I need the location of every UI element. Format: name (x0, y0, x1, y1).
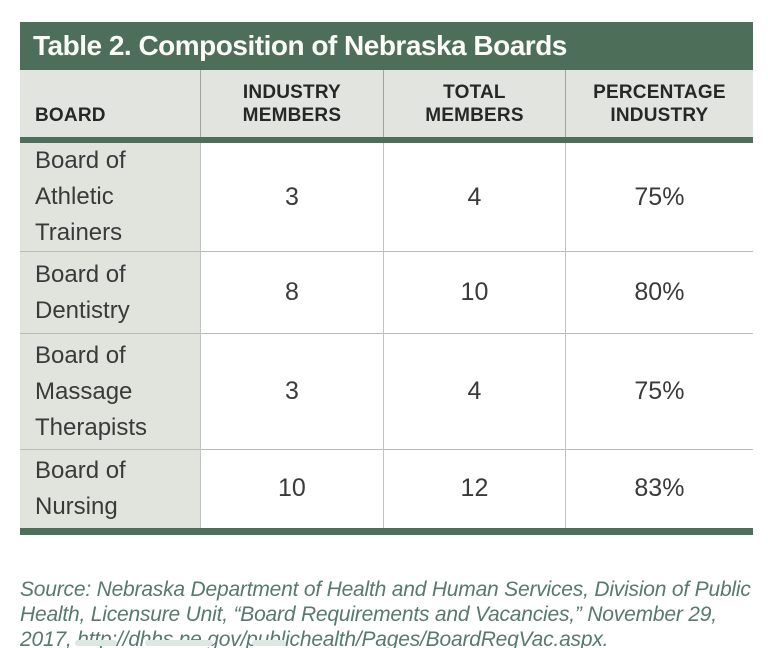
source-citation: Source: Nebraska Department of Health an… (20, 578, 751, 648)
table-header-row: BOARD INDUSTRY MEMBERS TOTAL MEMBERS PER… (20, 70, 753, 143)
industry-members-cell: 3 (199, 140, 384, 252)
column-header-percentage-industry: PERCENTAGE INDUSTRY (564, 70, 753, 143)
clipped-text-fragment (145, 640, 213, 646)
industry-members-cell: 3 (199, 333, 384, 450)
table-row: Board of Dentistry 8 10 80% (20, 251, 753, 334)
total-members-cell: 12 (383, 449, 566, 528)
industry-members-cell: 8 (199, 251, 384, 334)
table-bottom-rule (20, 527, 753, 535)
clipped-text-fragment (252, 640, 286, 646)
column-header-board: BOARD (20, 70, 201, 143)
clipped-text-fragment (75, 640, 117, 646)
table-row: Board of Nursing 10 12 83% (20, 449, 753, 528)
table-title: Table 2. Composition of Nebraska Boards (33, 30, 567, 61)
table-row: Board of Athletic Trainers 3 4 75% (20, 140, 753, 252)
board-name-cell: Board of Nursing (20, 449, 201, 528)
percentage-industry-cell: 80% (564, 251, 753, 334)
nebraska-boards-table: Table 2. Composition of Nebraska Boards … (20, 22, 753, 535)
column-header-total-members: TOTAL MEMBERS (383, 70, 566, 143)
column-header-industry-members: INDUSTRY MEMBERS (199, 70, 384, 143)
table-row: Board of Massage Therapists 3 4 75% (20, 333, 753, 450)
board-name-cell: Board of Massage Therapists (20, 333, 201, 450)
percentage-industry-cell: 75% (564, 333, 753, 450)
total-members-cell: 10 (383, 251, 566, 334)
clipped-text-line (20, 640, 750, 648)
percentage-industry-cell: 75% (564, 140, 753, 252)
board-name-cell: Board of Athletic Trainers (20, 140, 201, 252)
boards-table: BOARD INDUSTRY MEMBERS TOTAL MEMBERS PER… (20, 70, 753, 528)
industry-members-cell: 10 (199, 449, 384, 528)
total-members-cell: 4 (383, 333, 566, 450)
table-title-bar: Table 2. Composition of Nebraska Boards (20, 22, 753, 70)
total-members-cell: 4 (383, 140, 566, 252)
board-name-cell: Board of Dentistry (20, 251, 201, 334)
percentage-industry-cell: 83% (564, 449, 753, 528)
